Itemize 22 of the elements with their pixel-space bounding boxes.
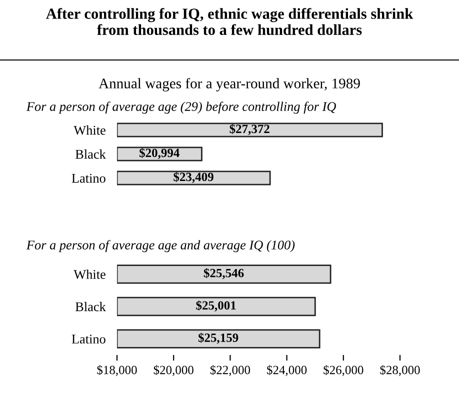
data-label: $25,546: [204, 268, 244, 280]
data-label: $25,159: [198, 332, 238, 344]
y-tick-label: Latino: [72, 174, 106, 183]
data-label: $20,994: [140, 148, 180, 159]
data-label: $27,372: [230, 124, 270, 135]
text: For a person of average age (29) before controlling for IQ: [26, 102, 336, 114]
chart-title: For a person of average age and average IQ (100): [26, 240, 295, 252]
x-tick-label: $28,000: [380, 365, 420, 376]
x-tick-label: $26,000: [324, 365, 364, 376]
data-label: $23,409: [174, 172, 214, 183]
x-tick-label: $24,000: [267, 365, 307, 376]
y-tick-label: Black: [75, 149, 106, 159]
data-label: $25,001: [196, 300, 236, 312]
y-tick-label: White: [74, 125, 106, 135]
chart-title: After controlling for IQ, ethnic wage differentials shrink from thousands to a few hundred dollars: [46, 8, 414, 36]
chart-subtitle: Annual wages for a year-round worker, 1989: [98, 78, 360, 92]
x-tick-label: $20,000: [154, 365, 194, 376]
x-tick-label: $18,000: [97, 365, 137, 376]
y-tick-label: Black: [75, 302, 106, 312]
y-tick-label: White: [74, 270, 106, 279]
y-tick-label: Latino: [72, 334, 106, 344]
x-tick-label: $22,000: [210, 365, 250, 376]
